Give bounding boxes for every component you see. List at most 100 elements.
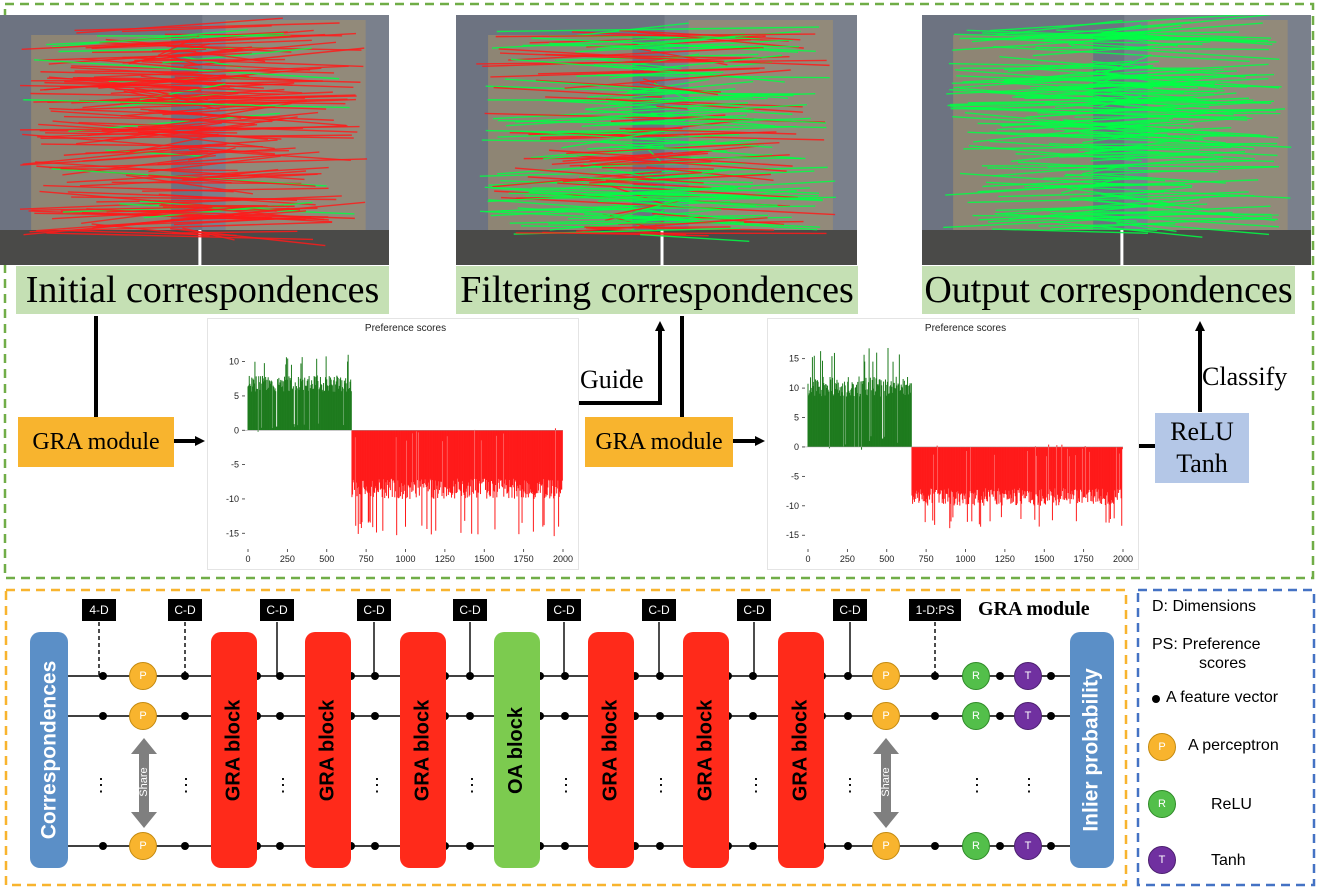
- inlier-line: [561, 129, 670, 149]
- outlier-line: [137, 125, 212, 129]
- outlier-line: [82, 92, 239, 109]
- outlier-line: [493, 86, 662, 98]
- inlier-line: [953, 68, 1224, 89]
- feature-vector-dot: [371, 712, 379, 720]
- feature-flow-lines: [68, 622, 1070, 850]
- feature-vector-dot: [1047, 842, 1055, 850]
- outlier-line: [120, 102, 327, 110]
- feature-vector-dot: [749, 672, 757, 680]
- inlier-line: [638, 30, 801, 45]
- inlier-line: [617, 102, 748, 110]
- inlier-line: [993, 46, 1250, 63]
- chart-2-svg: Preference scores 0 250 500 750 1000 1250 1500 1…: [786, 323, 1133, 564]
- legend-feature-vector: A feature vector: [1166, 689, 1279, 706]
- y-tick-label: 0: [794, 442, 799, 452]
- inlier-line: [978, 205, 1271, 221]
- oa-block: OA block: [494, 632, 540, 868]
- inlier-line: [962, 63, 1269, 83]
- classify-label: Classify: [1202, 362, 1288, 391]
- outlier-line: [72, 77, 354, 89]
- share-label-right: Share: [880, 767, 892, 797]
- inlier-line: [33, 59, 340, 80]
- inlier-line: [581, 114, 747, 128]
- inlier-line: [497, 125, 797, 138]
- inlier-line: [609, 146, 728, 152]
- ellipsis-icon: ⋮: [274, 775, 292, 795]
- inlier-line: [517, 207, 691, 221]
- outlier-line: [157, 151, 320, 165]
- block-label: GRA block: [411, 699, 434, 801]
- feature-vector-dot: [561, 842, 569, 850]
- inlier-line: [999, 56, 1131, 70]
- x-tick-label: 1000: [955, 554, 975, 564]
- inlier-probability-block: Inlier probability: [1070, 632, 1114, 868]
- y-tick-label: 10: [229, 357, 239, 367]
- x-tick-label: 750: [359, 554, 374, 564]
- share-arrow-right: [873, 738, 899, 828]
- inlier-line: [1065, 227, 1158, 231]
- inlier-line: [966, 29, 1174, 39]
- inlier-line: [998, 191, 1165, 198]
- outlier-line: [590, 226, 731, 229]
- dimension-tag: C-D: [547, 599, 581, 621]
- feature-vector-dot: [996, 672, 1004, 680]
- feature-vector-dot: [181, 672, 189, 680]
- chart-title: Preference scores: [925, 323, 1006, 334]
- output-correspondences-image: [922, 15, 1311, 265]
- x-tick-label: 1250: [995, 554, 1015, 564]
- outlier-line: [134, 98, 348, 104]
- x-tick-label: 1500: [1034, 554, 1054, 564]
- outlier-line: [639, 82, 719, 96]
- y-tick-label: 0: [234, 425, 239, 435]
- feature-vector-dot: [561, 712, 569, 720]
- inlier-line: [963, 144, 1242, 150]
- inlier-line: [624, 198, 682, 217]
- feature-vector-dot: [931, 842, 939, 850]
- inlier-line: [950, 105, 1248, 121]
- outlier-line: [96, 199, 241, 203]
- y-tick-label: -10: [226, 494, 239, 504]
- outlier-line: [62, 229, 237, 237]
- inlier-line: [631, 191, 823, 201]
- inlier-line: [959, 172, 1132, 187]
- outlier-line: [20, 147, 296, 166]
- inlier-line: [479, 210, 821, 228]
- inlier-line: [1029, 100, 1275, 118]
- inlier-line: [632, 53, 700, 66]
- feature-vector-dot: [1047, 712, 1055, 720]
- output-correspondences-lines: [922, 15, 1311, 265]
- outlier-line: [566, 141, 780, 155]
- correspondence-line-group: [943, 15, 1292, 238]
- dimension-tag: 1-D:PS: [909, 599, 961, 621]
- outlier-line: [148, 155, 281, 173]
- perceptron-node: P: [129, 702, 157, 730]
- y-tick-label: -15: [786, 530, 799, 540]
- legend-relu-icon: R: [1148, 790, 1176, 818]
- outlier-line: [41, 143, 263, 148]
- outlier-line: [35, 161, 305, 181]
- outlier-line: [44, 81, 200, 89]
- x-tick-label: 500: [879, 554, 894, 564]
- inlier-line: [650, 112, 827, 124]
- inlier-line: [1064, 118, 1233, 133]
- chart-title: Preference scores: [365, 323, 446, 334]
- dimension-tag: C-D: [453, 599, 487, 621]
- y-tick-label: 15: [789, 354, 799, 364]
- chart-series: [247, 354, 352, 432]
- chart-series: [911, 444, 1123, 529]
- inlier-line: [952, 116, 1261, 136]
- outlier-line: [92, 207, 290, 229]
- inlier-line: [1014, 119, 1189, 131]
- legend-relu: ReLU: [1211, 796, 1252, 813]
- outlier-line: [145, 210, 355, 220]
- x-tick-label: 750: [919, 554, 934, 564]
- outlier-line: [562, 151, 673, 162]
- inlier-line: [972, 214, 1278, 221]
- x-tick-label: 500: [319, 554, 334, 564]
- outlier-line: [167, 41, 337, 59]
- dimension-tag: C-D: [260, 599, 294, 621]
- tanh-node: T: [1014, 832, 1042, 860]
- outlier-line: [95, 39, 312, 49]
- outlier-line: [46, 232, 314, 241]
- outlier-line: [589, 173, 771, 184]
